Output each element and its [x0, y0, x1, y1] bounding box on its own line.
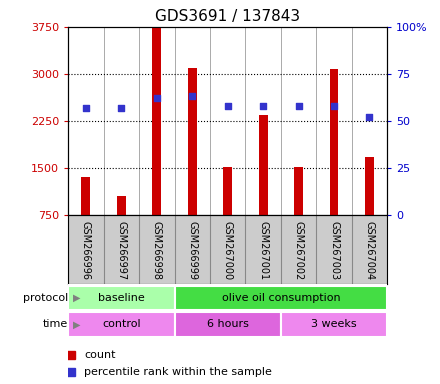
Text: protocol: protocol: [23, 293, 68, 303]
Point: [260, 103, 267, 109]
Text: ▶: ▶: [73, 293, 81, 303]
Bar: [152, 27, 161, 215]
Text: GSM267004: GSM267004: [364, 220, 374, 280]
Text: control: control: [102, 319, 141, 329]
Text: GSM266997: GSM266997: [116, 220, 126, 280]
Text: percentile rank within the sample: percentile rank within the sample: [84, 366, 272, 377]
Bar: [223, 167, 232, 215]
Text: count: count: [84, 350, 116, 360]
Text: olive oil consumption: olive oil consumption: [222, 293, 340, 303]
Point: [118, 105, 125, 111]
Bar: [294, 167, 303, 215]
Title: GDS3691 / 137843: GDS3691 / 137843: [155, 9, 300, 24]
Bar: [188, 68, 197, 215]
Bar: [259, 115, 268, 215]
Text: 6 hours: 6 hours: [207, 319, 249, 329]
Point: [153, 95, 160, 101]
Text: baseline: baseline: [98, 293, 145, 303]
Text: GSM266999: GSM266999: [187, 220, 197, 280]
Text: 3 weeks: 3 weeks: [311, 319, 357, 329]
Point: [366, 114, 373, 120]
Bar: [68, 313, 175, 336]
Text: time: time: [43, 319, 68, 329]
Bar: [281, 313, 387, 336]
Bar: [117, 196, 126, 215]
Bar: [330, 69, 338, 215]
Text: ▶: ▶: [73, 319, 81, 329]
Bar: [175, 286, 387, 310]
Point: [189, 93, 196, 99]
Text: GSM267003: GSM267003: [329, 220, 339, 280]
Bar: [81, 177, 90, 215]
Point: [224, 103, 231, 109]
Bar: [175, 313, 281, 336]
Point: [330, 103, 337, 109]
Bar: [365, 157, 374, 215]
Text: GSM267000: GSM267000: [223, 220, 233, 280]
Text: GSM267001: GSM267001: [258, 220, 268, 280]
Text: GSM266998: GSM266998: [152, 220, 162, 280]
Point: [295, 103, 302, 109]
Text: GSM266996: GSM266996: [81, 220, 91, 280]
Text: GSM267002: GSM267002: [293, 220, 304, 280]
Bar: [68, 286, 175, 310]
Point: [82, 105, 89, 111]
